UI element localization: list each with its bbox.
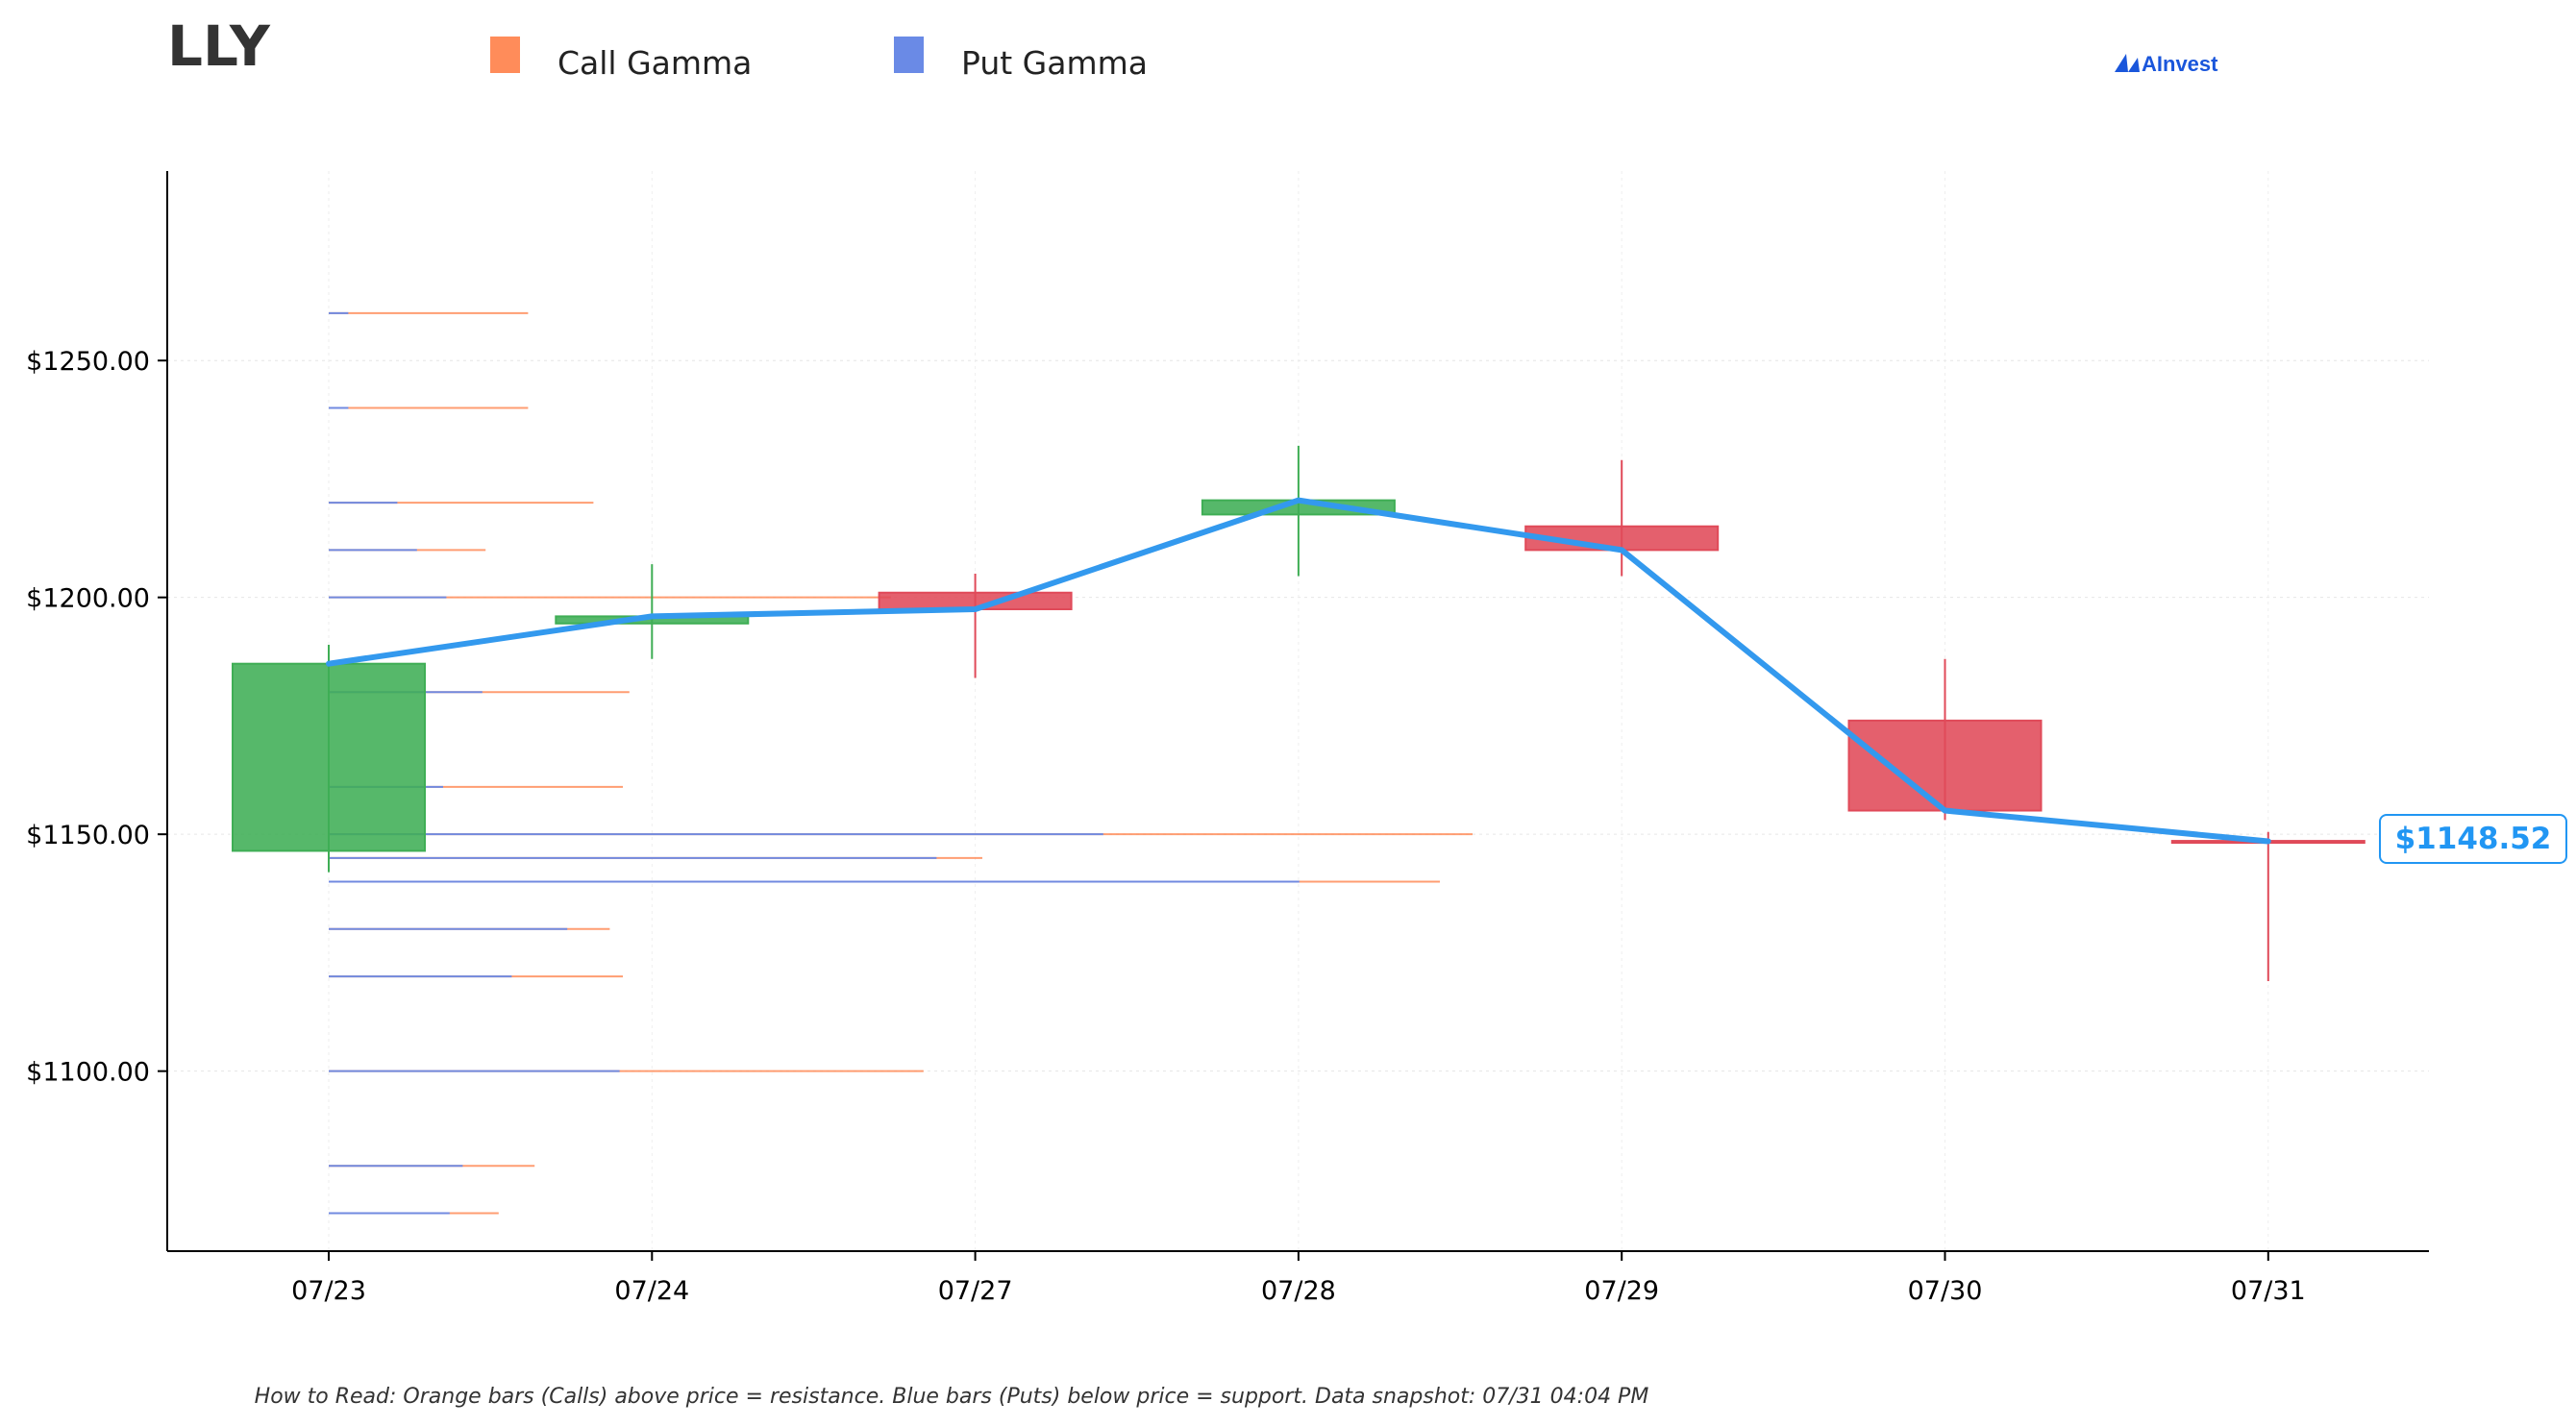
legend-put-swatch xyxy=(894,37,924,73)
footer-note: How to Read: Orange bars (Calls) above p… xyxy=(255,1385,1649,1409)
close-line-layer xyxy=(326,497,2271,845)
brand-name: AInvest xyxy=(2142,52,2218,76)
x-tick-label: 07/28 xyxy=(1261,1276,1336,1306)
last-price-box xyxy=(2379,814,2567,864)
y-ticks: $1100.00 $1150.00 $1200.00 $1250.00 xyxy=(26,347,167,1088)
gamma-bars xyxy=(329,311,1473,1215)
candle-body xyxy=(1847,719,2043,812)
x-ticks: 07/23 07/24 07/27 07/28 07/29 07/30 07/31 xyxy=(291,1251,2306,1306)
x-tick-label: 07/31 xyxy=(2231,1276,2306,1306)
legend-put-label: Put Gamma xyxy=(961,44,1148,82)
legend-call-label: Call Gamma xyxy=(557,44,752,82)
brand-logo-icon xyxy=(2115,54,2140,72)
y-tick-label: $1100.00 xyxy=(26,1058,150,1088)
x-tick-label: 07/24 xyxy=(614,1276,689,1306)
x-tick-label: 07/23 xyxy=(291,1276,366,1306)
grid xyxy=(167,171,2429,1251)
x-tick-label: 07/30 xyxy=(1908,1276,1983,1306)
candle-body xyxy=(232,662,426,852)
x-tick-label: 07/27 xyxy=(938,1276,1013,1306)
candles xyxy=(232,445,2365,981)
last-price-label: $1148.52 xyxy=(2395,822,2552,856)
chart-title: LLY xyxy=(167,13,271,79)
close-price-line xyxy=(326,497,2271,845)
y-tick-label: $1200.00 xyxy=(26,584,150,614)
y-tick-label: $1150.00 xyxy=(26,821,150,850)
x-tick-label: 07/29 xyxy=(1584,1276,1659,1306)
brand-logo: AInvest xyxy=(2115,52,2218,76)
legend-call-swatch xyxy=(490,37,520,73)
y-tick-label: $1250.00 xyxy=(26,347,150,377)
